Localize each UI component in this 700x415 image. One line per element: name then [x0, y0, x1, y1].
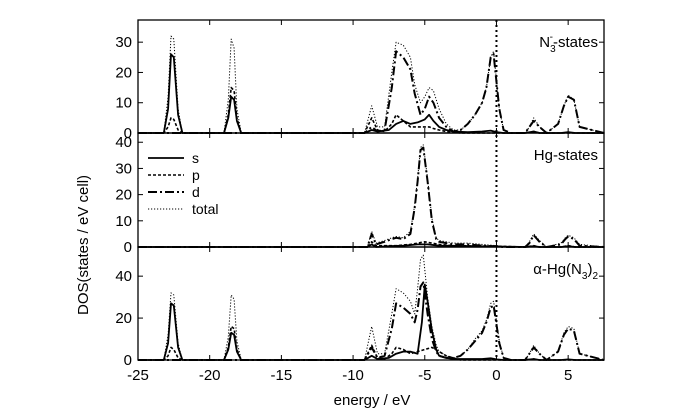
- series-line-total: [138, 254, 605, 361]
- panels-group: 0 10 20 30 N3--states 0 10 20 30 40 Hg-states 0 20 40…: [115, 19, 605, 369]
- y-tick-label: 40: [115, 268, 132, 285]
- series-line-p: [138, 325, 604, 361]
- legend-label-s: s: [192, 150, 199, 166]
- y-tick-label: 10: [115, 213, 132, 230]
- panel-label: Hg-states: [534, 147, 598, 164]
- y-tick-label: 20: [115, 64, 132, 81]
- panel-1: 0 10 20 30 N3--states: [115, 19, 605, 142]
- series-line-d: [138, 50, 605, 134]
- x-tick-label: 5: [564, 367, 572, 384]
- y-tick-label: 20: [115, 187, 132, 204]
- x-axis-title: energy / eV: [334, 392, 411, 409]
- panel-3: 0 20 40 α-Hg(N3)2: [115, 246, 605, 369]
- legend-label-total: total: [192, 201, 218, 217]
- legend-label-d: d: [192, 184, 200, 200]
- y-tick-label: 0: [124, 352, 132, 369]
- y-tick-label: 0: [124, 239, 132, 256]
- y-tick-label: 10: [115, 95, 132, 112]
- x-tick-label: -20: [199, 367, 221, 384]
- y-tick-label: 0: [124, 125, 132, 142]
- x-tick-label: -25: [127, 367, 149, 384]
- series-line-total: [138, 35, 605, 134]
- x-tick-label: -10: [342, 367, 364, 384]
- y-tick-label: 30: [115, 160, 132, 177]
- series-line-d: [138, 281, 605, 361]
- y-tick-label: 40: [115, 134, 132, 151]
- y-tick-label: 30: [115, 34, 132, 51]
- panel-frame: [137, 19, 605, 134]
- y-axis-title: DOS(states / eV cell): [75, 175, 92, 315]
- panel-label: N3--states: [539, 32, 598, 55]
- x-tick-label: -5: [418, 367, 431, 384]
- x-tick-label: 0: [492, 367, 500, 384]
- panel-frame: [137, 246, 605, 361]
- panel-2: 0 10 20 30 40 Hg-states: [115, 132, 605, 256]
- x-tick-label: -15: [271, 367, 293, 384]
- x-axis: -25 -20 -15 -10 -5 0 5: [127, 367, 572, 384]
- series-line-d: [138, 146, 605, 248]
- panel-label: α-Hg(N3)2: [533, 261, 598, 282]
- series-line-total: [138, 144, 605, 248]
- y-tick-label: 20: [115, 310, 132, 327]
- legend-label-p: p: [192, 167, 200, 183]
- series-line-p: [138, 86, 604, 134]
